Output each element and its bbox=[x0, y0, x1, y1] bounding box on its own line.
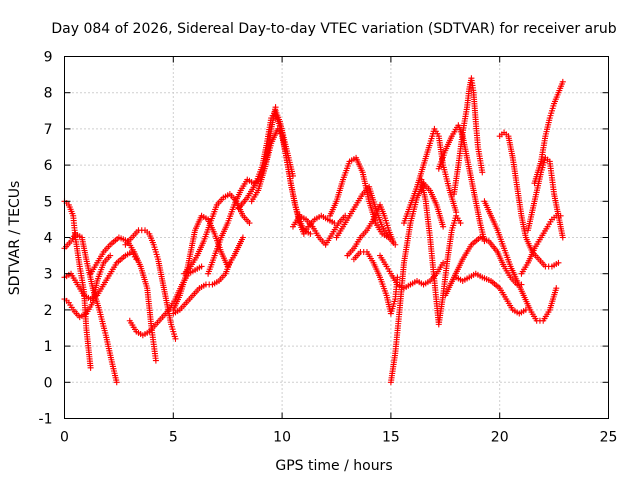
data-point bbox=[246, 220, 253, 227]
series-arc-16 bbox=[326, 154, 392, 241]
data-point bbox=[479, 169, 486, 176]
data-point bbox=[239, 234, 246, 241]
y-tick-label: -1 bbox=[39, 412, 53, 428]
y-tick-label: 1 bbox=[44, 339, 53, 355]
data-point bbox=[559, 78, 566, 85]
x-tick-label: 15 bbox=[382, 430, 400, 446]
data-point bbox=[555, 259, 562, 266]
series-arc-31 bbox=[524, 154, 566, 241]
series-arc-19 bbox=[350, 248, 401, 317]
data-point bbox=[394, 274, 401, 281]
series-arc-01 bbox=[61, 198, 94, 371]
series-arc-23 bbox=[418, 176, 464, 328]
data-point bbox=[113, 379, 120, 386]
y-axis-tick-labels: -1 0 1 2 3 4 5 6 7 8 9 bbox=[39, 50, 53, 428]
y-tick-label: 4 bbox=[44, 231, 53, 247]
series-arc-06 bbox=[122, 227, 179, 342]
series-arc-10 bbox=[181, 191, 253, 277]
x-tick-label: 0 bbox=[60, 430, 69, 446]
y-tick-label: 5 bbox=[44, 194, 53, 210]
data-point bbox=[559, 234, 566, 241]
y-tick-label: 9 bbox=[44, 50, 53, 66]
series-arc-26 bbox=[442, 234, 525, 299]
series-arc-03 bbox=[61, 252, 114, 321]
data-point bbox=[390, 238, 397, 245]
x-axis-label: GPS time / hours bbox=[275, 458, 392, 474]
x-tick-label: 20 bbox=[491, 430, 509, 446]
series-arc-20 bbox=[377, 252, 447, 292]
data-point bbox=[152, 357, 159, 364]
axis-ticks bbox=[64, 56, 609, 419]
series-arc-32 bbox=[531, 78, 566, 187]
series-arc-28 bbox=[481, 198, 560, 324]
x-tick-label: 10 bbox=[273, 430, 291, 446]
y-tick-label: 8 bbox=[44, 86, 53, 102]
y-axis-label: SDTVAR / TECUs bbox=[7, 181, 23, 296]
y-tick-label: 6 bbox=[44, 158, 53, 174]
x-tick-label: 25 bbox=[600, 430, 618, 446]
series-arc-18 bbox=[344, 201, 397, 259]
x-tick-label: 5 bbox=[169, 430, 178, 446]
y-tick-label: 3 bbox=[44, 267, 53, 283]
data-point bbox=[392, 241, 399, 248]
chart-title: Day 084 of 2026, Sidereal Day-to-day VTE… bbox=[51, 21, 616, 37]
data-point bbox=[172, 335, 179, 342]
data-point bbox=[107, 252, 114, 259]
series-arc-27 bbox=[453, 270, 529, 317]
data-point bbox=[307, 230, 314, 237]
data-point bbox=[553, 285, 560, 292]
series-arc-05 bbox=[87, 234, 159, 364]
series-arc-15 bbox=[289, 212, 349, 248]
data-point bbox=[440, 223, 447, 230]
x-axis-tick-labels: 0 5 10 15 20 25 bbox=[60, 430, 617, 446]
series-arc-04 bbox=[61, 248, 140, 303]
y-tick-label: 2 bbox=[44, 303, 53, 319]
data-point bbox=[440, 259, 447, 266]
series-arc-25 bbox=[451, 75, 486, 198]
data-markers bbox=[61, 75, 566, 386]
y-tick-label: 0 bbox=[44, 375, 53, 391]
series-arc-22 bbox=[400, 125, 460, 227]
y-tick-label: 7 bbox=[44, 122, 53, 138]
data-point bbox=[87, 364, 94, 371]
data-point bbox=[457, 220, 464, 227]
data-point bbox=[198, 263, 205, 270]
